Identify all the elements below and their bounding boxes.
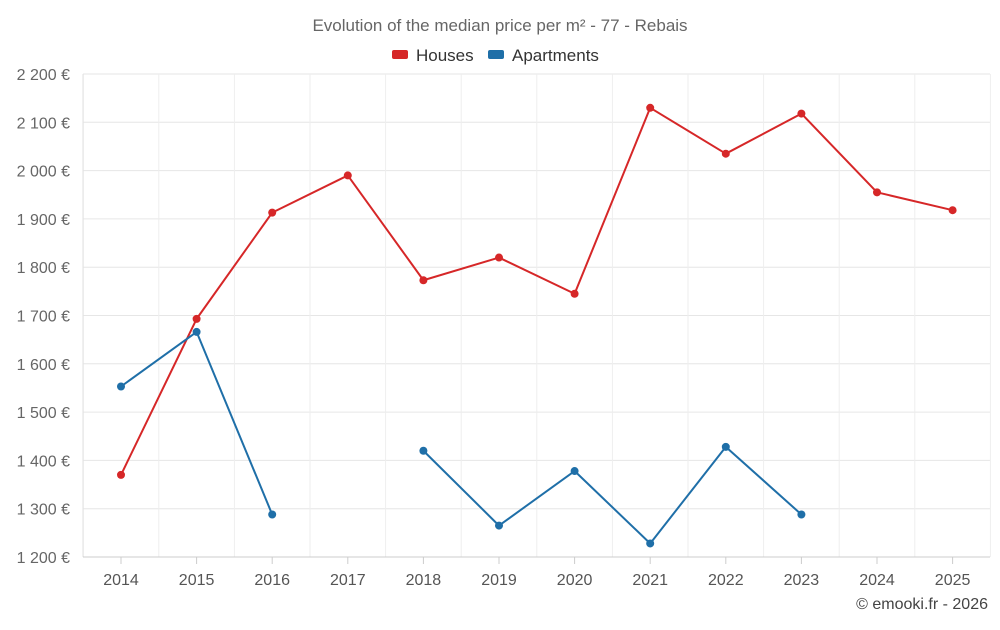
y-tick-label: 1 900 € (17, 212, 70, 229)
series-line (422, 445, 803, 545)
x-tick-label: 2025 (935, 572, 971, 589)
legend-label: Houses (416, 46, 474, 65)
data-point[interactable] (948, 206, 957, 215)
legend-item-houses[interactable]: Houses (392, 46, 474, 65)
data-point[interactable] (343, 171, 352, 180)
data-point[interactable] (570, 289, 579, 298)
data-point[interactable] (570, 467, 579, 476)
series-houses (117, 103, 957, 479)
data-point[interactable] (192, 314, 201, 323)
legend-swatch (392, 50, 408, 59)
legend-item-apartments[interactable]: Apartments (488, 46, 599, 65)
series-line (120, 330, 274, 515)
y-tick-label: 1 200 € (17, 550, 70, 567)
data-point[interactable] (419, 276, 428, 285)
data-point[interactable] (797, 109, 806, 118)
x-tick-label: 2017 (330, 572, 366, 589)
data-point[interactable] (268, 510, 277, 519)
data-point[interactable] (268, 208, 277, 217)
data-point[interactable] (117, 382, 125, 391)
data-point[interactable] (646, 539, 655, 548)
grid (82, 73, 991, 558)
y-tick-label: 2 100 € (17, 115, 70, 132)
x-axis: 2014 2015 2016 2017 2018 2019 2020 2021 2022 2023… (83, 556, 990, 589)
data-point[interactable] (721, 149, 730, 158)
data-point[interactable] (495, 521, 503, 530)
data-point[interactable] (646, 103, 655, 112)
data-point[interactable] (873, 188, 881, 197)
x-tick-label: 2019 (481, 572, 517, 589)
y-tick-label: 1 500 € (17, 405, 70, 422)
x-tick-label: 2022 (708, 572, 744, 589)
chart-title: Evolution of the median price per m² - 7… (312, 16, 687, 35)
series-line (120, 106, 953, 476)
y-tick-label: 1 800 € (17, 260, 70, 277)
data-point[interactable] (419, 446, 428, 455)
legend-swatch (488, 50, 504, 59)
data-point[interactable] (797, 510, 806, 519)
legend-label: Apartments (512, 46, 599, 65)
y-tick-label: 1 600 € (17, 357, 70, 374)
x-tick-label: 2018 (406, 572, 442, 589)
y-tick-label: 1 400 € (17, 453, 70, 470)
y-tick-label: 1 700 € (17, 309, 70, 326)
credit-text: © emooki.fr - 2026 (856, 596, 988, 613)
x-tick-label: 2014 (103, 572, 139, 589)
legend: Houses Apartments (392, 46, 599, 65)
y-tick-label: 2 200 € (17, 67, 70, 84)
data-point[interactable] (117, 470, 125, 479)
series-apartments (117, 327, 806, 548)
y-tick-label: 1 300 € (17, 502, 70, 519)
x-tick-label: 2015 (179, 572, 215, 589)
data-point[interactable] (721, 442, 730, 451)
x-tick-label: 2016 (254, 572, 290, 589)
data-point[interactable] (192, 327, 201, 336)
x-tick-label: 2020 (557, 572, 593, 589)
series-layer (117, 103, 957, 548)
x-tick-label: 2024 (859, 572, 895, 589)
x-tick-label: 2023 (784, 572, 820, 589)
y-axis: 1 200 € 1 300 € 1 400 € 1 500 € 1 600 € 1 700… (17, 67, 70, 567)
y-tick-label: 2 000 € (17, 164, 70, 181)
data-point[interactable] (495, 253, 503, 262)
x-tick-label: 2021 (632, 572, 668, 589)
